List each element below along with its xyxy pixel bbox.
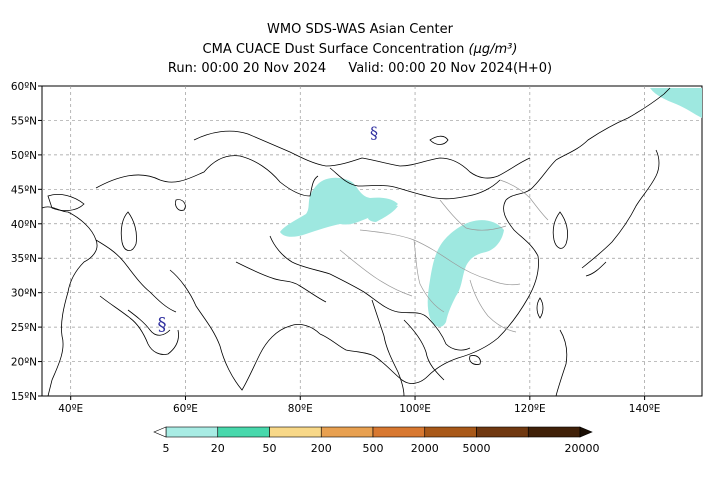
subtitle-text: CMA CUACE Dust Surface Concentration: [202, 42, 465, 57]
coastline-china: [319, 159, 557, 384]
caspian: [120, 211, 137, 251]
lat-label: 55ºN: [11, 115, 37, 127]
lon-label: 100ºE: [399, 403, 431, 415]
japan-south: [585, 261, 607, 277]
hainan: [469, 355, 481, 365]
province-line: [439, 199, 507, 231]
coastline-india: [169, 269, 321, 391]
lat-label: 50ºN: [11, 150, 37, 162]
map-title: WMO SDS-WAS Asian Center: [267, 22, 453, 37]
run-time: Run: 00:00 20 Nov 2024: [167, 61, 327, 76]
lat-label: 40ºN: [11, 219, 37, 231]
dust-area-kamchatka: [650, 88, 702, 118]
japan: [581, 149, 660, 269]
subtitle-unit: (μg/m³): [468, 42, 518, 57]
black-sea: [47, 194, 85, 212]
map-subtitle: CMA CUACE Dust Surface Concentration (μg…: [0, 42, 720, 58]
colorbar-segment: [165, 426, 219, 438]
colorbar-label: 2000: [411, 442, 439, 455]
lat-label: 20ºN: [11, 357, 37, 369]
colorbar-label: 5000: [463, 442, 491, 455]
border-indochina: [403, 319, 445, 381]
latitude-labels: 60ºN 55ºN 50ºN 45ºN 40ºN 35ºN 30ºN 25ºN 20ºN 15ºN: [11, 81, 42, 403]
colorbar-arrow-low: [153, 426, 167, 438]
lon-label: 80ºE: [288, 403, 313, 415]
colorbar-segment: [269, 426, 322, 438]
colorbar-label: 20: [211, 442, 225, 455]
borders: [41, 87, 671, 397]
province-line: [499, 179, 549, 221]
colorbar-label: 20000: [565, 442, 600, 455]
province-line: [451, 261, 521, 286]
colorbar-segment: [372, 426, 426, 438]
colorbar-label: 50: [263, 442, 277, 455]
lat-label: 15ºN: [11, 391, 37, 403]
lon-label: 120ºE: [514, 403, 546, 415]
valid-time: Valid: 00:00 20 Nov 2024(H+0): [348, 61, 553, 76]
lon-label: 60ºE: [173, 403, 198, 415]
dust-area-taklimakan: [280, 177, 398, 237]
map-frame: [41, 85, 703, 397]
colorbar-segment: [217, 426, 270, 438]
dust-areas: [280, 88, 702, 327]
longitude-labels: 40ºE 60ºE 80ºE 100ºE 120ºE 140ºE: [58, 396, 660, 415]
colorbar-label: 500: [363, 442, 384, 455]
philippines: [555, 329, 568, 397]
lon-label: 140ºE: [629, 403, 661, 415]
borders-middle-east: [95, 239, 177, 313]
lat-label: 45ºN: [11, 184, 37, 196]
dust-storm-symbol-north: §: [370, 123, 378, 142]
colorbar-label: 5: [163, 442, 170, 455]
borders-central-asia: [95, 155, 319, 197]
lat-label: 25ºN: [11, 322, 37, 334]
dust-area-loess: [427, 220, 504, 327]
graticule: [42, 86, 702, 396]
dust-area-gobi: [368, 205, 398, 222]
colorbar-label: 200: [311, 442, 332, 455]
border-mongolia: [329, 167, 501, 200]
border-myanmar: [371, 299, 405, 397]
dust-storm-symbol-arabia: §: [158, 314, 167, 335]
border-china-south: [427, 317, 471, 351]
colorbar-segment: [424, 426, 477, 438]
coastline: [41, 206, 98, 397]
lon-label: 40ºE: [58, 403, 83, 415]
baikal: [429, 135, 449, 145]
lat-label: 35ºN: [11, 253, 37, 265]
borders-south-asia: [235, 261, 327, 303]
border-russia-kaz: [193, 130, 531, 179]
coastline-north: [555, 87, 671, 161]
province-line: [339, 249, 413, 297]
colorbar-segment: [320, 426, 374, 438]
province-line: [469, 279, 517, 333]
run-valid-line: Run: 00:00 20 Nov 2024 Valid: 00:00 20 N…: [0, 61, 720, 76]
colorbar-arrow-high: [579, 426, 593, 438]
taiwan: [536, 297, 544, 319]
gulf: [127, 309, 171, 336]
arabian-coast: [99, 295, 179, 355]
province-borders: [339, 179, 549, 333]
lat-label: 60ºN: [11, 81, 37, 93]
border-china-west: [269, 235, 429, 319]
aral: [175, 199, 186, 211]
korea: [552, 211, 568, 249]
colorbar-segment: [476, 426, 529, 438]
lat-label: 30ºN: [11, 288, 37, 300]
province-line: [413, 239, 445, 313]
colorbar-segment: [527, 426, 581, 438]
colorbar: 5 20 50 200 500 2000 5000 20000: [153, 426, 600, 455]
